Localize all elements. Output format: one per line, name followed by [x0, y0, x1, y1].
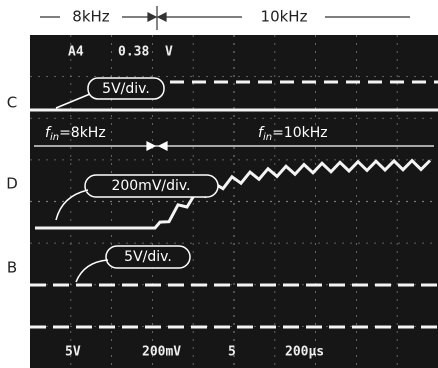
oscilloscope-figure: 8kHz 10kHz C D B A4 0.38 V fin=8kHz fin=… — [0, 0, 438, 368]
readout: A4 — [68, 45, 84, 60]
readout: 200mV — [142, 345, 181, 360]
channel-label: C — [7, 94, 17, 112]
callout-text: 5V/div. — [124, 249, 172, 265]
callout-text: 200mV/div. — [111, 178, 190, 194]
fin-subscript: in — [263, 132, 272, 143]
dim-arrow — [148, 13, 156, 21]
fin-value: =8kHz — [59, 125, 106, 141]
header-left: 8kHz — [72, 8, 110, 26]
fin-subscript: in — [50, 132, 59, 143]
readout: 0.38 — [118, 45, 149, 60]
fin-value: =10kHz — [272, 125, 328, 141]
channel-label: D — [6, 175, 18, 193]
callout-text: 5V/div. — [102, 81, 150, 97]
channel-label: B — [7, 259, 17, 277]
readout: 5 — [228, 345, 236, 360]
readout: 5V — [65, 345, 81, 360]
readout: 200μs — [285, 345, 324, 360]
header-right: 10kHz — [261, 8, 308, 26]
readout: V — [165, 45, 173, 60]
